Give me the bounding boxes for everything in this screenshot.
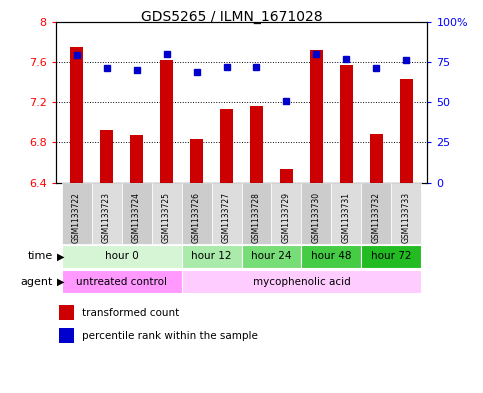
Bar [92, 183, 122, 244]
Bar [212, 183, 242, 244]
Bar [280, 169, 293, 183]
Text: hour 0: hour 0 [105, 252, 139, 261]
Bar [331, 183, 361, 244]
Text: GSM1133730: GSM1133730 [312, 192, 321, 243]
Bar [100, 130, 114, 183]
Text: GSM1133725: GSM1133725 [162, 192, 171, 243]
Bar [301, 245, 361, 268]
Text: GSM1133726: GSM1133726 [192, 192, 201, 243]
Bar [59, 328, 74, 343]
Text: hour 12: hour 12 [191, 252, 232, 261]
Bar [310, 50, 323, 183]
Text: hour 24: hour 24 [251, 252, 292, 261]
Text: GSM1133731: GSM1133731 [342, 192, 351, 243]
Bar [250, 106, 263, 183]
Bar [70, 47, 83, 183]
Text: GSM1133732: GSM1133732 [372, 192, 381, 243]
Text: GSM1133729: GSM1133729 [282, 192, 291, 243]
Text: percentile rank within the sample: percentile rank within the sample [82, 331, 257, 341]
Bar [242, 245, 301, 268]
Bar [220, 109, 233, 183]
Bar [182, 270, 422, 294]
Bar [391, 183, 422, 244]
Bar [271, 183, 301, 244]
Text: transformed count: transformed count [82, 308, 179, 318]
Text: agent: agent [21, 277, 53, 287]
Text: untreated control: untreated control [76, 277, 167, 287]
Bar [190, 140, 203, 183]
Text: GSM1133728: GSM1133728 [252, 192, 261, 243]
Text: GSM1133727: GSM1133727 [222, 192, 231, 243]
Bar [182, 183, 212, 244]
Text: hour 72: hour 72 [371, 252, 412, 261]
Text: time: time [28, 252, 53, 261]
Text: GSM1133724: GSM1133724 [132, 192, 141, 243]
Bar [130, 136, 143, 183]
Bar [361, 183, 391, 244]
Text: GSM1133723: GSM1133723 [102, 192, 111, 243]
Bar [242, 183, 271, 244]
Bar [369, 134, 383, 183]
Text: GSM1133722: GSM1133722 [72, 192, 81, 243]
Text: GSM1133733: GSM1133733 [402, 192, 411, 243]
Bar [301, 183, 331, 244]
Bar [122, 183, 152, 244]
Bar [182, 245, 242, 268]
Text: GDS5265 / ILMN_1671028: GDS5265 / ILMN_1671028 [141, 10, 323, 24]
Bar [340, 65, 353, 183]
Bar [160, 60, 173, 183]
Bar [400, 79, 413, 183]
Text: hour 48: hour 48 [311, 252, 352, 261]
Bar [61, 245, 182, 268]
Bar [61, 270, 182, 294]
Bar [361, 245, 422, 268]
Text: ▶: ▶ [57, 277, 64, 287]
Text: ▶: ▶ [57, 252, 64, 261]
Bar [61, 183, 92, 244]
Bar [152, 183, 182, 244]
Text: mycophenolic acid: mycophenolic acid [253, 277, 350, 287]
Bar [59, 305, 74, 320]
